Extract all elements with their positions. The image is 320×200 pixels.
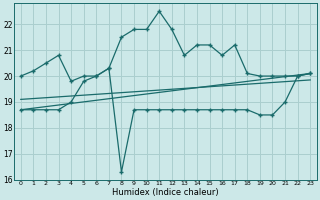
X-axis label: Humidex (Indice chaleur): Humidex (Indice chaleur) [112,188,219,197]
